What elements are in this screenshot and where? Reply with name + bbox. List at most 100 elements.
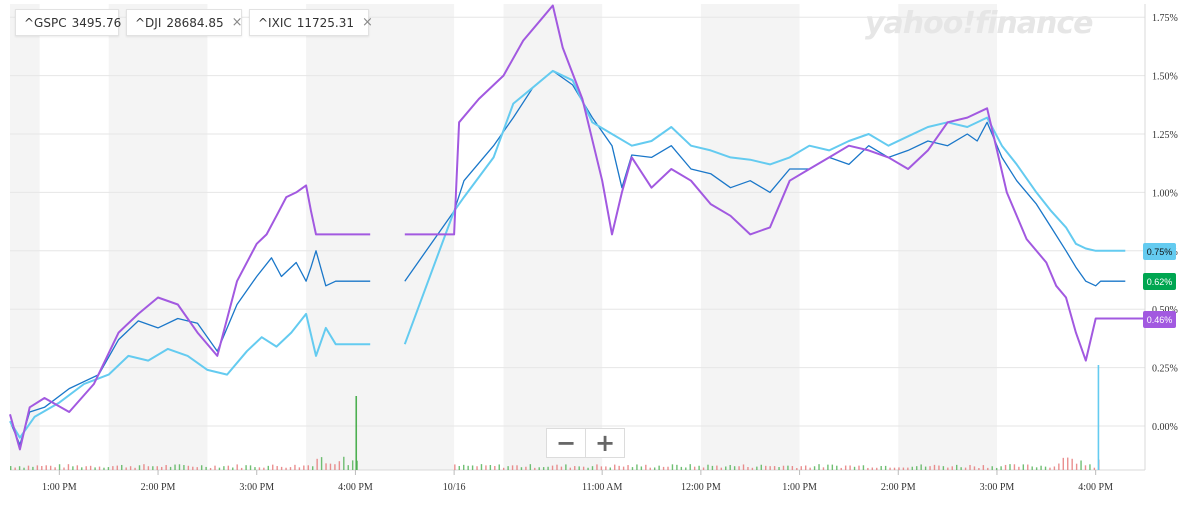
volume-bar <box>929 466 931 470</box>
volume-bar <box>969 464 971 470</box>
zoom-controls: − + <box>546 428 625 458</box>
volume-spike <box>355 396 358 470</box>
volume-bar <box>1058 463 1060 470</box>
volume-bar <box>725 466 727 470</box>
volume-bar <box>1067 457 1069 470</box>
volume-bar <box>45 465 47 470</box>
volume-bar <box>804 465 807 470</box>
y-tick-label: 1.25% <box>1152 130 1178 141</box>
volume-bar <box>991 466 993 470</box>
volume-bar <box>787 465 789 470</box>
volume-bar <box>1044 466 1047 470</box>
volume-bar <box>880 466 882 470</box>
legend-chip-dji[interactable]: ^DJI 28684.85 × <box>126 9 243 36</box>
volume-bar <box>276 466 278 470</box>
time-band <box>503 4 603 470</box>
volume-bar <box>32 466 34 470</box>
volume-bar <box>556 464 558 470</box>
volume-bar <box>178 464 181 470</box>
volume-bar <box>591 466 594 470</box>
volume-bar <box>316 458 318 470</box>
current-value-label: 0.46% <box>1147 315 1173 325</box>
volume-bar <box>214 465 216 470</box>
session-bands <box>10 4 1145 470</box>
volume-bar <box>258 467 261 470</box>
volume-bar <box>769 466 771 470</box>
close-icon[interactable]: × <box>231 15 243 30</box>
volume-bar <box>285 467 287 470</box>
close-icon[interactable]: × <box>362 15 373 30</box>
legend-value: 11725.31 <box>296 15 354 30</box>
volume-bar <box>471 465 474 470</box>
series-line-dji <box>9 69 1126 439</box>
x-tick-label: 3:00 PM <box>239 482 274 493</box>
volume-bar <box>303 465 305 470</box>
volume-bar <box>525 466 527 470</box>
volume-bar <box>876 467 878 470</box>
volume-bar <box>778 467 780 470</box>
volume-bar <box>765 465 767 470</box>
volume-bar <box>218 467 221 470</box>
volume-bar <box>1089 464 1091 470</box>
volume-bar <box>289 467 292 470</box>
x-tick-label: 11:00 AM <box>582 482 623 493</box>
volume-bar <box>627 465 629 470</box>
current-value-tag <box>1143 273 1176 290</box>
volume-bar <box>205 466 207 470</box>
volume-bar <box>747 467 749 470</box>
legend-chip-ixic[interactable]: ^IXIC 11725.31 × <box>249 9 373 36</box>
volume-bar <box>662 466 665 470</box>
volume-bar <box>294 464 296 470</box>
volume-bar <box>707 464 709 470</box>
volume-bar <box>995 467 998 470</box>
time-band <box>10 4 40 470</box>
volume-bar <box>973 466 976 470</box>
volume-bar <box>245 465 247 470</box>
volume-bar <box>813 466 816 470</box>
volume-bar <box>916 466 918 470</box>
volume-bar <box>467 465 469 470</box>
volume-bar <box>947 467 949 470</box>
y-tick-label: 1.00% <box>1152 188 1178 199</box>
volume-bar <box>1004 464 1007 470</box>
legend-symbol: ^GSPC <box>24 15 67 30</box>
volume-bar <box>494 465 496 470</box>
volume-bar <box>223 466 225 470</box>
volume-bar <box>689 464 691 470</box>
x-tick-label: 3:00 PM <box>980 482 1015 493</box>
volume-bar <box>174 464 176 470</box>
volume-bar <box>356 460 358 470</box>
current-value-labels: 0.75% 0.62% 0.46% <box>1143 243 1176 328</box>
volume-bar <box>1084 465 1087 470</box>
volume-bar <box>649 467 651 470</box>
legend-value: 28684.85 <box>166 15 224 30</box>
series-lines <box>9 4 1145 451</box>
legend-chip-gspc[interactable]: ^GSPC 3495.76 <box>15 9 121 36</box>
volume-bar <box>347 465 349 470</box>
volume-bar <box>849 465 851 470</box>
volume-bar <box>587 467 589 470</box>
volume-bar <box>1013 464 1016 470</box>
volume-bar <box>200 465 203 470</box>
volume-bar <box>729 464 731 470</box>
volume-bar <box>631 467 634 470</box>
volume-bar <box>1035 467 1038 470</box>
volume-bar <box>760 464 762 470</box>
volume-bar <box>169 466 172 470</box>
volume-bar <box>240 467 243 470</box>
zoom-in-button[interactable]: + <box>585 429 624 457</box>
x-tick-label: 1:00 PM <box>782 482 817 493</box>
volume-bar <box>454 464 456 470</box>
volume-bar <box>325 463 327 470</box>
volume-bar <box>103 467 105 470</box>
volume-bar <box>756 466 758 470</box>
volume-bar <box>933 464 936 470</box>
volume-bar <box>942 466 945 470</box>
volume-bar <box>574 466 576 470</box>
volume-bar <box>578 466 580 470</box>
volume-bar <box>1071 458 1073 470</box>
zoom-out-button[interactable]: − <box>555 429 577 457</box>
volume-bar <box>63 467 65 470</box>
volume-bar <box>152 466 154 470</box>
